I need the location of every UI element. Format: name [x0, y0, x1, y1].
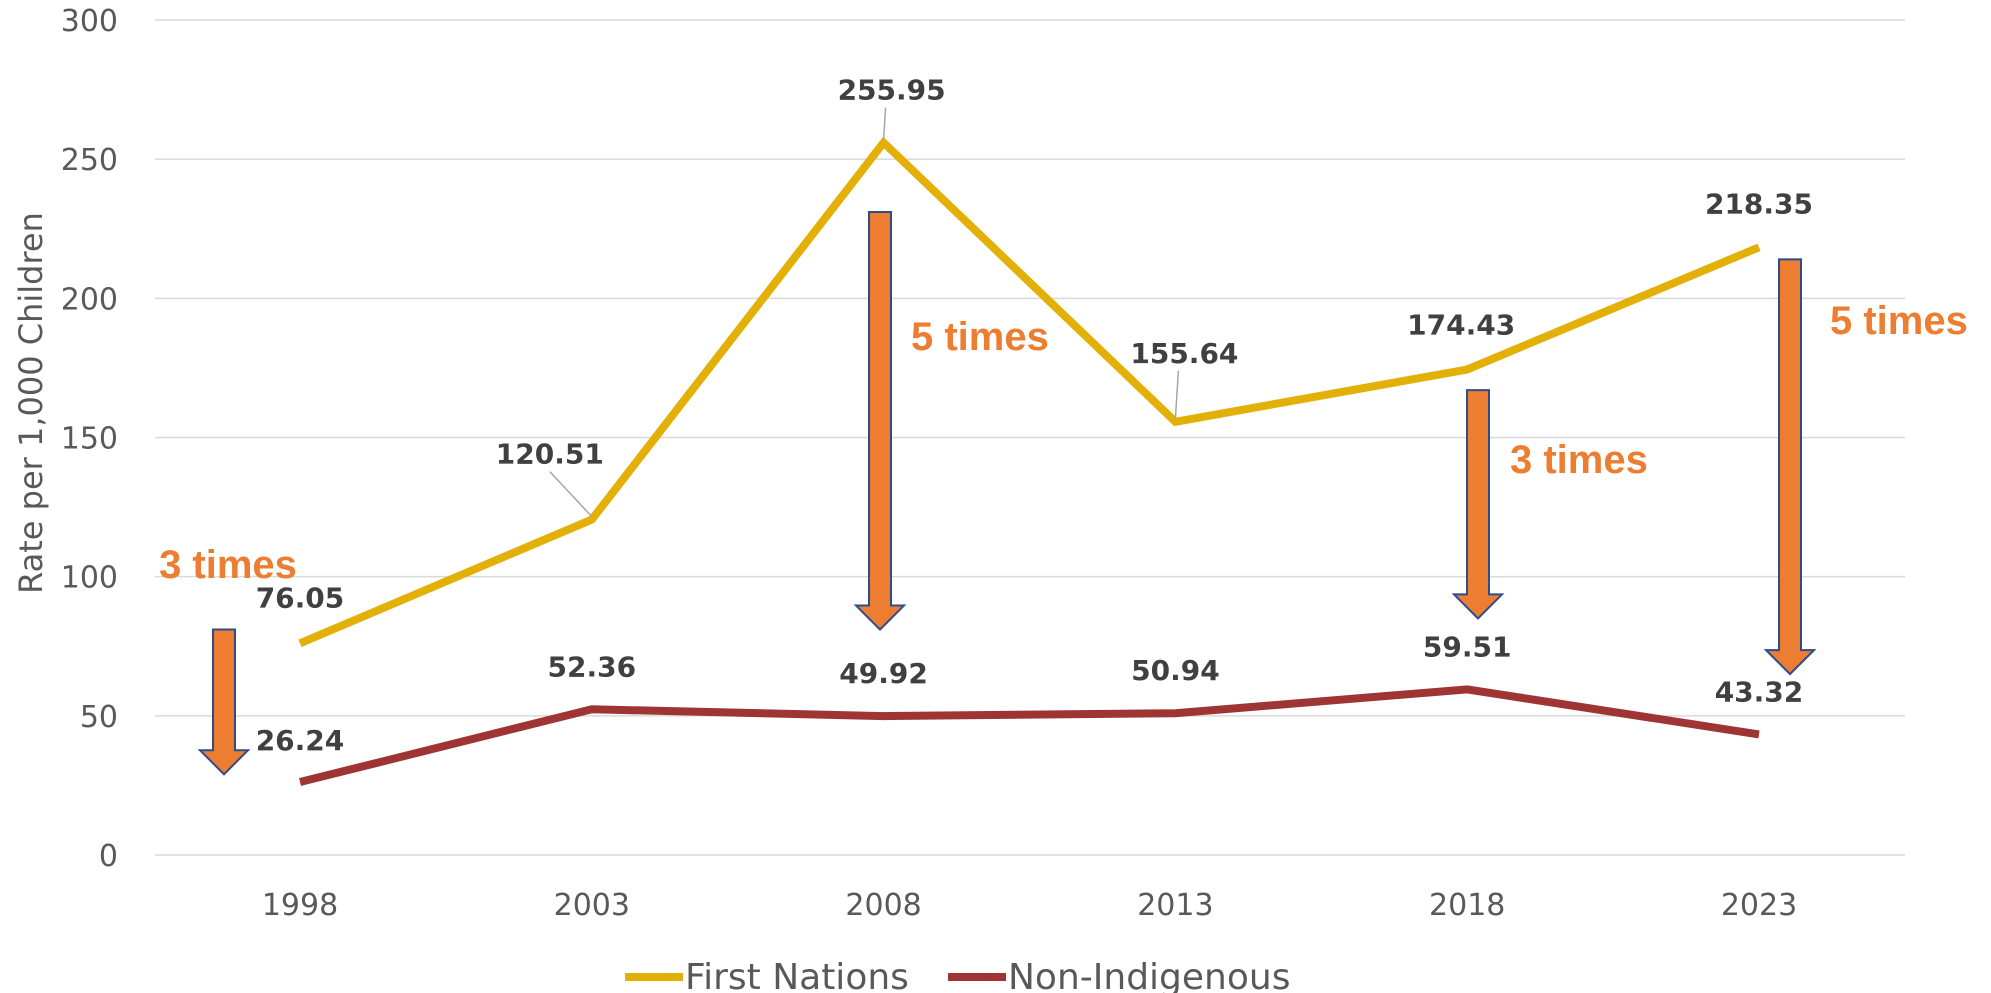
down-arrow-icon	[1451, 389, 1505, 620]
down-arrow-icon	[853, 211, 907, 631]
x-tick-label: 1998	[262, 888, 338, 923]
annotation-label: 3 times	[1510, 438, 1648, 482]
x-tick-label: 2018	[1429, 888, 1505, 923]
x-tick-label: 2008	[845, 888, 921, 923]
down-arrow-icon	[1763, 258, 1817, 676]
data-label: 50.94	[1131, 654, 1220, 687]
legend-item-non-indigenous: Non-Indigenous	[948, 957, 1290, 993]
series-line-first-nations	[298, 136, 1761, 647]
data-label: 255.95	[838, 74, 946, 107]
legend: First Nations Non-Indigenous	[625, 957, 1290, 993]
data-label: 218.35	[1705, 187, 1813, 220]
data-label: 174.43	[1407, 309, 1515, 342]
y-tick-labels: 0 50 100 150 200 250 300	[61, 4, 118, 874]
x-tick-label: 2003	[554, 888, 630, 923]
data-label: 76.05	[256, 581, 345, 614]
x-tick-labels: 1998 2003 2008 2013 2018 2023	[262, 888, 1797, 923]
data-label: 43.32	[1715, 675, 1804, 708]
y-tick-label: 50	[80, 700, 118, 735]
data-label: 120.51	[496, 438, 604, 471]
y-tick-label: 150	[61, 422, 118, 457]
data-label: 52.36	[548, 650, 637, 683]
legend-label: First Nations	[685, 957, 909, 993]
annotation-arrows: 3 times 5 times 3 times 5 times	[159, 211, 1968, 776]
annotation-label: 5 times	[1830, 299, 1968, 343]
y-tick-label: 100	[61, 561, 118, 596]
y-tick-label: 250	[61, 143, 118, 178]
y-tick-label: 200	[61, 282, 118, 317]
label-leader-line	[1174, 370, 1180, 419]
y-axis-title: Rate per 1,000 Children	[12, 212, 50, 594]
down-arrow-icon	[197, 628, 251, 776]
legend-label: Non-Indigenous	[1008, 957, 1290, 993]
data-label: 26.24	[256, 724, 345, 757]
grid-lines	[155, 19, 1905, 856]
annotation-label: 3 times	[159, 543, 297, 587]
label-leader-line	[549, 471, 593, 518]
annotation-label: 5 times	[911, 315, 1049, 359]
series-lines	[298, 136, 1761, 786]
y-tick-label: 300	[61, 4, 118, 39]
data-labels: 76.05 120.51 255.95 155.64 174.43 218.35 26.24…	[256, 74, 1813, 757]
legend-item-first-nations: First Nations	[625, 957, 909, 993]
data-label: 59.51	[1423, 630, 1512, 663]
data-label: 155.64	[1130, 337, 1238, 370]
x-tick-label: 2023	[1721, 888, 1797, 923]
label-leader-line	[882, 107, 887, 140]
series-line-non-indigenous	[299, 685, 1760, 786]
x-tick-label: 2013	[1137, 888, 1213, 923]
y-tick-label: 0	[99, 839, 118, 874]
data-label: 49.92	[839, 657, 928, 690]
